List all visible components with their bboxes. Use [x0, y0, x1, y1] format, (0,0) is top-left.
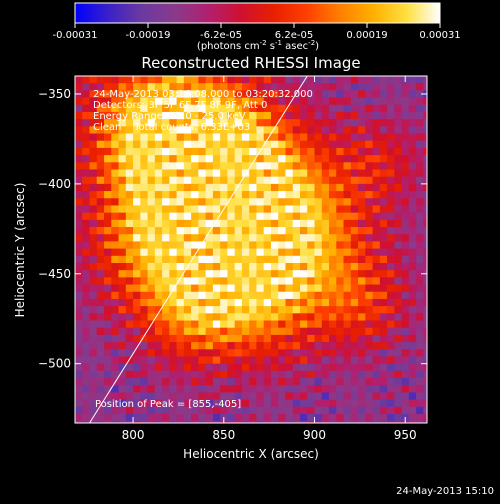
annotation-detectors: Detectors: 3F 5F 6F 7F 8F 9F, Att 0 — [93, 100, 267, 111]
annotation-energy: Energy Range: 12.0 - 25.0 keV — [93, 111, 246, 122]
x-tick-label: 900 — [303, 428, 326, 442]
colorbar-tick-label: 6.2e-05 — [275, 30, 313, 41]
colorbar-ticks: -0.00031 -0.00019 -6.2e-05 6.2e-05 0.00019 0.… — [53, 23, 461, 41]
y-tick-label: −500 — [38, 357, 71, 371]
plot-frame — [74, 75, 428, 424]
colorbar — [74, 2, 441, 24]
annotation-block: 24-May-2013 03:16:08.000 to 03:20:32.000… — [93, 89, 313, 133]
heatmap-area — [75, 76, 427, 423]
colorbar-tick-label: 0.00031 — [419, 30, 460, 41]
footer-timestamp: 24-May-2013 15:10 — [396, 486, 494, 497]
colorbar-tick-label: -6.2e-05 — [200, 30, 242, 41]
x-tick-label: 950 — [394, 428, 417, 442]
y-tick-label: −350 — [38, 87, 71, 101]
y-axis-label: Heliocentric Y (arcsec) — [13, 183, 27, 318]
colorbar-tick-label: 0.00019 — [346, 30, 387, 41]
x-tick-label: 850 — [212, 428, 235, 442]
colorbar-units: (photons cm-2 s-1 asec-2) — [197, 39, 319, 52]
colorbar-tick-label: -0.00019 — [126, 30, 171, 41]
y-axis-ticks: −350 −400 −450 −500 — [38, 87, 427, 371]
y-tick-label: −450 — [38, 267, 71, 281]
colorbar-tick-label: -0.00031 — [53, 30, 98, 41]
peak-position-label: Position of Peak = [855,-405] — [95, 399, 241, 410]
solar-limb-line — [89, 76, 308, 423]
x-axis-ticks: 800 850 900 950 — [122, 76, 417, 442]
y-tick-label: −400 — [38, 177, 71, 191]
chart-title: Reconstructed RHESSI Image — [141, 54, 360, 72]
annotation-counts: Clean Total counts: 6.33E+03 — [93, 122, 250, 133]
x-axis-label: Heliocentric X (arcsec) — [183, 447, 319, 461]
annotation-time: 24-May-2013 03:16:08.000 to 03:20:32.000 — [93, 89, 313, 100]
x-tick-label: 800 — [122, 428, 145, 442]
